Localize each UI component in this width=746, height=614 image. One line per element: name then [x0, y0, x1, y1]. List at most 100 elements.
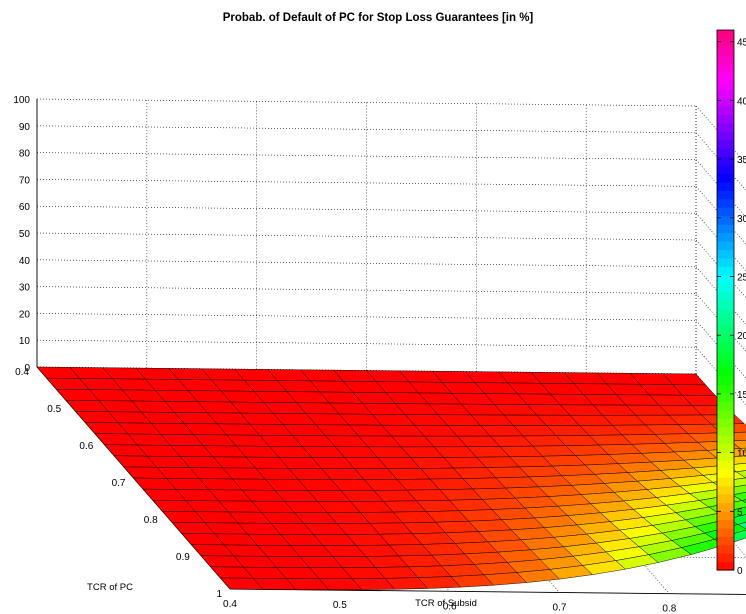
- colorbar-segment: [717, 418, 734, 428]
- colorbar-segment: [717, 392, 734, 402]
- colorbar-tick-label: 0: [737, 566, 743, 577]
- z-tick-label: 60: [19, 202, 31, 213]
- surface-mesh: [36, 366, 746, 590]
- colorbar-segment: [717, 240, 734, 250]
- z-tick-label: 100: [13, 95, 30, 106]
- grid-line: [36, 339, 697, 348]
- colorbar-segment: [717, 181, 734, 191]
- colorbar-segment: [717, 342, 734, 352]
- z-tick-label: 0: [24, 363, 30, 374]
- grid-line: [36, 179, 697, 187]
- x-tick-label: 0.5: [333, 600, 347, 611]
- colorbar-segment: [717, 333, 734, 343]
- colorbar-segment: [717, 89, 734, 99]
- colorbar-segment: [717, 426, 734, 436]
- y-tick-label: 0.8: [144, 515, 158, 526]
- colorbar-segment: [717, 308, 734, 318]
- grid-line: [36, 259, 697, 268]
- colorbar-segment: [717, 122, 734, 132]
- colorbar-segment: [717, 257, 734, 267]
- z-tick-label: 40: [19, 256, 31, 267]
- surface-patch: [729, 440, 746, 449]
- colorbar-segment: [717, 173, 734, 183]
- colorbar-segment: [717, 97, 734, 107]
- colorbar-segment: [717, 316, 734, 326]
- colorbar-segment: [717, 266, 734, 276]
- colorbar-segment: [717, 105, 734, 115]
- colorbar-segment: [717, 451, 734, 461]
- grid-line: [36, 98, 697, 107]
- x-tick-label: 0.7: [553, 603, 567, 614]
- grid-line: [36, 286, 697, 294]
- colorbar-segment: [717, 283, 734, 293]
- surface-patch: [735, 470, 746, 479]
- colorbar-segment: [717, 249, 734, 259]
- z-tick-label: 70: [19, 175, 31, 186]
- grid-line: [36, 232, 697, 241]
- colorbar-segment: [717, 80, 734, 90]
- colorbar-segment: [717, 460, 734, 470]
- colorbar-segment: [717, 114, 734, 124]
- colorbar-tick-label: 35: [737, 155, 746, 166]
- colorbar-segment: [717, 156, 734, 166]
- colorbar-segment: [717, 215, 734, 225]
- surface-patch: [741, 499, 746, 503]
- colorbar-segment: [717, 375, 734, 385]
- colorbar-segment: [717, 30, 734, 40]
- surface-patch: [731, 492, 746, 501]
- colorbar-segment: [717, 55, 734, 65]
- y-tick-label: 0.5: [47, 404, 61, 415]
- colorbar-segment: [717, 502, 734, 512]
- z-tick-label: 30: [19, 283, 31, 294]
- grid-line: [36, 125, 697, 134]
- colorbar-segment: [717, 38, 734, 48]
- z-tick-label: 10: [19, 336, 31, 347]
- colorbar-segment: [717, 553, 734, 563]
- colorbar-segment: [717, 207, 734, 217]
- colorbar-segment: [717, 131, 734, 141]
- grid-line: [36, 313, 697, 321]
- surface-patch: [737, 521, 746, 530]
- colorbar-segment: [717, 409, 734, 419]
- colorbar-segment: [717, 510, 734, 520]
- colorbar-segment: [717, 350, 734, 360]
- colorbar-segment: [717, 148, 734, 158]
- z-tick-label: 90: [19, 122, 31, 133]
- grid-line: [36, 205, 697, 214]
- colorbar-segment: [717, 485, 734, 495]
- colorbar-segment: [717, 224, 734, 234]
- grid-line: [36, 152, 697, 160]
- y-tick-label: 0.6: [79, 441, 93, 452]
- colorbar-segment: [717, 63, 734, 73]
- colorbar-segment: [717, 325, 734, 335]
- colorbar-segment: [717, 494, 734, 504]
- surface-patch: [739, 447, 746, 453]
- colorbar-tick-label: 15: [737, 390, 746, 401]
- colorbar-segment: [717, 274, 734, 284]
- axis-line: [229, 588, 746, 595]
- colorbar-segment: [717, 367, 734, 377]
- colorbar-segment: [717, 190, 734, 200]
- colorbar-segment: [717, 477, 734, 487]
- y-tick-label: 0.4: [15, 367, 29, 378]
- z-tick-label: 80: [19, 149, 31, 160]
- y-axis-label: TCR of PC: [87, 582, 133, 593]
- colorbar-segment: [717, 291, 734, 301]
- colorbar-segment: [717, 198, 734, 208]
- colorbar-frame: [716, 29, 735, 571]
- colorbar-tick-label: 10: [737, 449, 746, 460]
- colorbar-segment: [717, 139, 734, 149]
- colorbar-segment: [717, 443, 734, 453]
- colorbar-segment: [717, 536, 734, 546]
- axis-tick-labels: 0 10 20 30 40 50 60 70 80 90 100 0.4 0.5 0.6 0.7 0.8 0.9…: [13, 95, 676, 614]
- colorbar-tick-label: 45: [737, 38, 746, 49]
- y-tick-label: 1: [216, 589, 222, 600]
- colorbar-segment: [717, 46, 734, 56]
- chart-title: Probab. of Default of PC for Stop Loss G…: [223, 12, 534, 24]
- surface-patch: [727, 514, 746, 525]
- colorbar-tick-label: 40: [737, 96, 746, 107]
- colorbar-tick-label: 20: [737, 331, 746, 342]
- z-tick-label: 50: [19, 229, 31, 240]
- colorbar-segment: [717, 165, 734, 175]
